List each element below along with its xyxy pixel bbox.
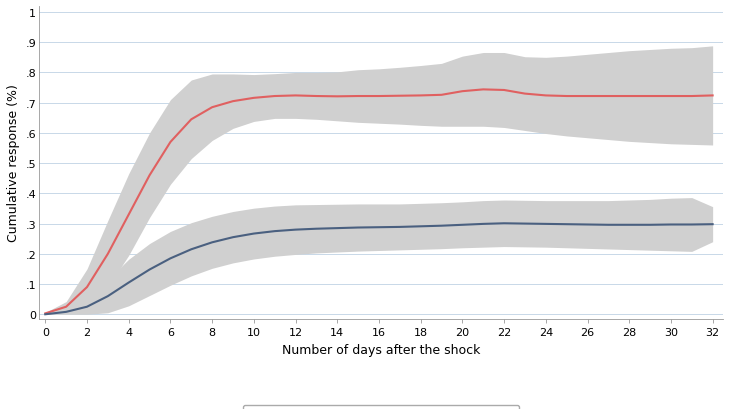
X-axis label: Number of days after the shock: Number of days after the shock: [282, 343, 480, 356]
Y-axis label: Cumulative response (%): Cumulative response (%): [7, 84, 20, 242]
Legend: Pre-tax price, Price incl. taxes: Pre-tax price, Price incl. taxes: [243, 405, 519, 409]
